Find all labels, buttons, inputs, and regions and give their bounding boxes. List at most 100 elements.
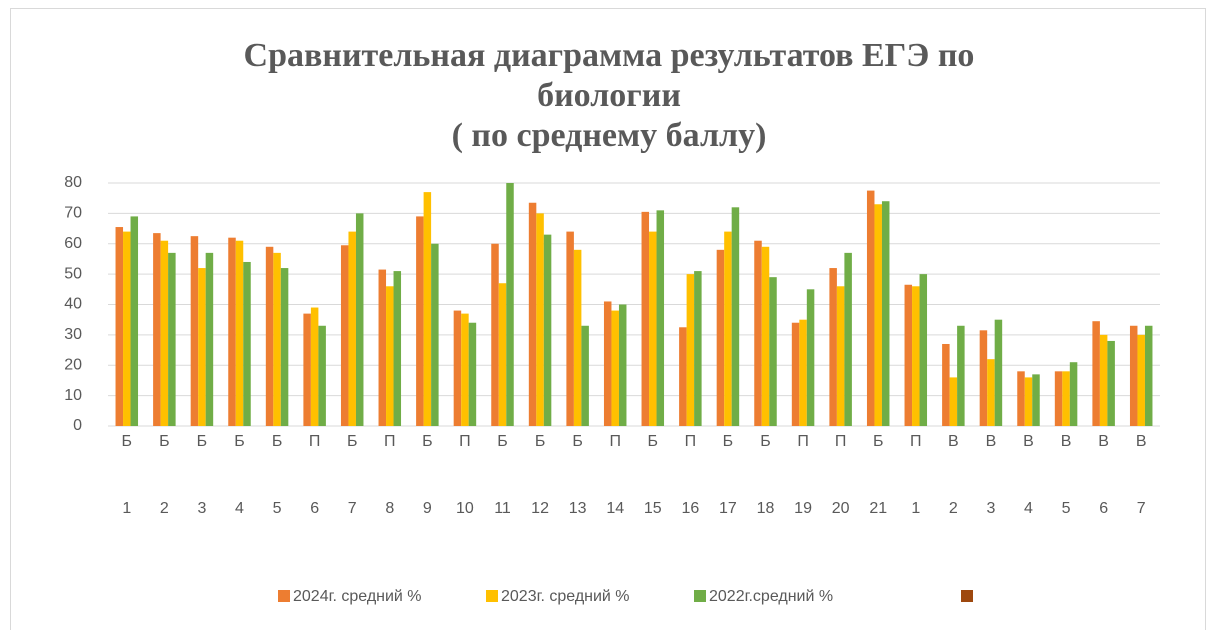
y-tick-label: 20 bbox=[64, 356, 82, 373]
bar bbox=[160, 240, 169, 426]
bar bbox=[235, 240, 244, 426]
x-group-label: Б bbox=[197, 433, 208, 450]
bar bbox=[453, 310, 462, 426]
bar bbox=[461, 313, 469, 426]
x-group-label: Б bbox=[497, 433, 508, 450]
x-tick-label: 18 bbox=[757, 500, 775, 517]
x-group-label: Б bbox=[272, 433, 283, 450]
x-tick-label: 12 bbox=[531, 500, 549, 517]
y-tick-label: 50 bbox=[64, 265, 82, 282]
bar bbox=[573, 249, 582, 426]
bar bbox=[1129, 325, 1138, 426]
y-tick-label: 70 bbox=[64, 205, 82, 222]
x-group-label: Б bbox=[159, 433, 170, 450]
y-tick-label: 40 bbox=[64, 296, 82, 313]
bar bbox=[280, 268, 289, 426]
x-group-label: Б bbox=[234, 433, 245, 450]
y-tick-label: 30 bbox=[64, 326, 82, 343]
bar bbox=[1107, 340, 1115, 426]
bar bbox=[874, 204, 882, 426]
bar bbox=[731, 207, 740, 426]
x-tick-label: 15 bbox=[644, 500, 662, 517]
bar bbox=[603, 301, 612, 426]
chart-subtitle: ( по среднему баллу) bbox=[451, 117, 767, 154]
bar bbox=[1137, 334, 1145, 426]
bar bbox=[649, 231, 657, 426]
x-tick-label: 10 bbox=[456, 500, 474, 517]
x-tick-label: 9 bbox=[423, 500, 432, 517]
bar bbox=[243, 261, 251, 426]
x-group-label: Б bbox=[572, 433, 583, 450]
x-group-label: В bbox=[1136, 433, 1147, 450]
x-group-label: Б bbox=[535, 433, 546, 450]
x-tick-label: 5 bbox=[273, 500, 282, 517]
bar bbox=[543, 234, 552, 426]
bar bbox=[355, 213, 364, 426]
bar bbox=[686, 274, 695, 426]
x-tick-label: 7 bbox=[348, 500, 357, 517]
bar bbox=[581, 325, 589, 426]
bar bbox=[190, 236, 199, 426]
x-tick-label: 1 bbox=[911, 500, 920, 517]
bar bbox=[1017, 371, 1025, 426]
bar bbox=[881, 201, 890, 426]
bar bbox=[1024, 377, 1033, 426]
chart-title: Сравнительная диаграмма результатов ЕГЭ … bbox=[243, 37, 975, 114]
x-group-label: П bbox=[384, 433, 396, 450]
bar bbox=[431, 243, 439, 426]
bar bbox=[198, 268, 206, 426]
bar bbox=[1054, 371, 1063, 426]
chart-frame bbox=[10, 8, 1206, 630]
legend-label: 2024г. средний % bbox=[293, 588, 422, 605]
x-tick-label: 21 bbox=[869, 500, 887, 517]
x-tick-label: 6 bbox=[1099, 500, 1108, 517]
bar bbox=[866, 190, 875, 426]
y-tick-label: 60 bbox=[64, 235, 82, 252]
x-group-label: П bbox=[685, 433, 697, 450]
bar bbox=[949, 377, 958, 426]
bar bbox=[829, 268, 837, 426]
x-tick-label: 4 bbox=[235, 500, 244, 517]
bar bbox=[1032, 374, 1040, 426]
bar bbox=[123, 231, 131, 426]
bar bbox=[1092, 321, 1100, 426]
legend-swatch bbox=[694, 590, 706, 602]
x-tick-label: 3 bbox=[986, 500, 995, 517]
titles: Сравнительная диаграмма результатов ЕГЭ … bbox=[0, 36, 1218, 156]
bar bbox=[919, 274, 928, 426]
bar bbox=[566, 231, 574, 426]
legend-swatch bbox=[486, 590, 498, 602]
x-group-label: В bbox=[1098, 433, 1109, 450]
legend-label: 2022г.средний % bbox=[709, 588, 833, 605]
bar bbox=[115, 227, 124, 426]
x-group-label: Б bbox=[347, 433, 358, 450]
bar bbox=[656, 210, 665, 426]
bar bbox=[844, 252, 852, 426]
bar bbox=[912, 286, 920, 426]
bar bbox=[340, 245, 349, 426]
x-group-label: П bbox=[309, 433, 321, 450]
x-tick-label: 14 bbox=[606, 500, 624, 517]
x-tick-label: 11 bbox=[494, 500, 511, 517]
x-tick-label: 2 bbox=[160, 500, 169, 517]
bar bbox=[694, 271, 702, 426]
x-group-label: П bbox=[797, 433, 809, 450]
x-group-label: В bbox=[1061, 433, 1072, 450]
bar bbox=[506, 183, 514, 426]
x-tick-label: 2 bbox=[949, 500, 958, 517]
x-group-label: Б bbox=[760, 433, 771, 450]
bar bbox=[1099, 334, 1108, 426]
x-group-label: Б bbox=[122, 433, 133, 450]
bar bbox=[836, 286, 845, 426]
bar bbox=[979, 330, 988, 426]
x-tick-label: 20 bbox=[832, 500, 850, 517]
bar bbox=[423, 192, 432, 426]
bar bbox=[1062, 371, 1070, 426]
x-tick-label: 17 bbox=[719, 500, 737, 517]
x-tick-label: 3 bbox=[197, 500, 206, 517]
legend-swatch bbox=[961, 590, 973, 602]
bar bbox=[641, 211, 650, 426]
bar bbox=[791, 322, 800, 426]
